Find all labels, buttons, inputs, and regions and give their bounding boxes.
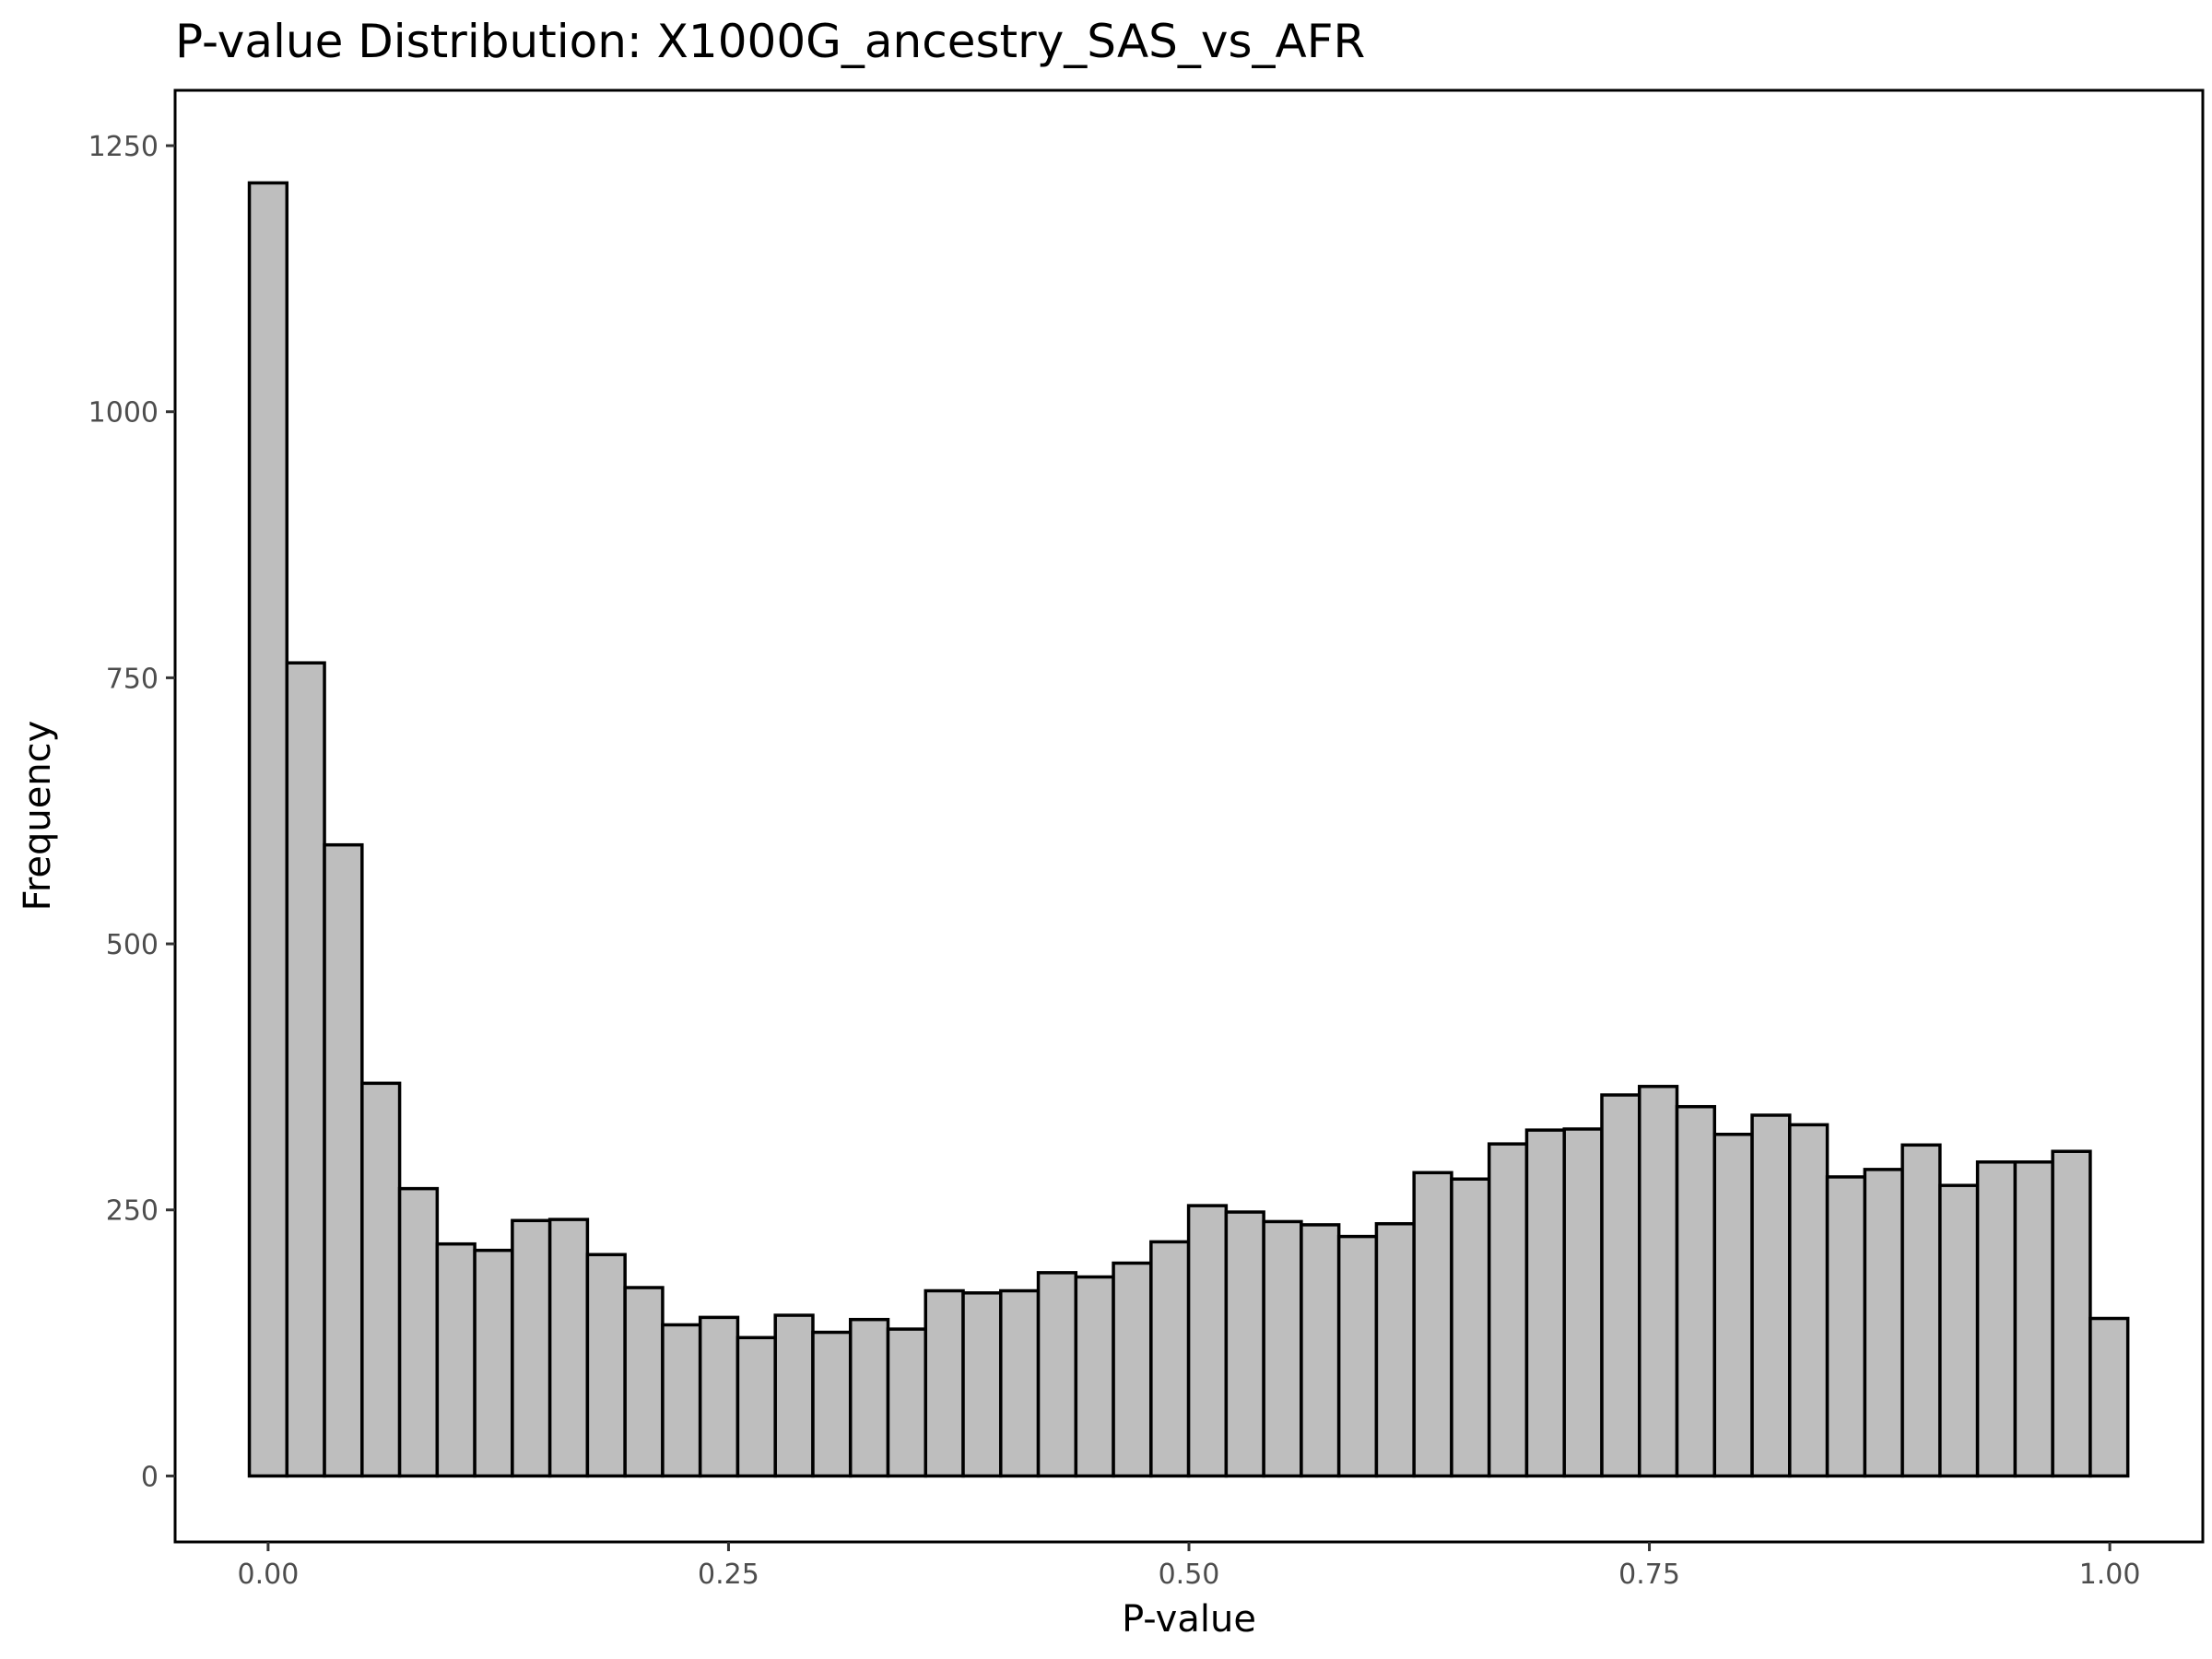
- x-tick-label: 0.00: [238, 1559, 300, 1591]
- histogram-bar: [623, 1286, 665, 1478]
- y-tick-label: 1250: [88, 131, 159, 163]
- histogram-bar: [1825, 1175, 1867, 1478]
- histogram-bar: [585, 1253, 627, 1478]
- histogram-bar: [1300, 1223, 1341, 1478]
- histogram-bar: [1487, 1142, 1529, 1478]
- histogram-bar: [1788, 1123, 1830, 1478]
- histogram-bar: [1712, 1133, 1754, 1478]
- histogram-bar: [1186, 1204, 1229, 1478]
- histogram-bar: [1600, 1093, 1641, 1478]
- y-axis: 0 250 500 750 1000 1250: [88, 90, 177, 1542]
- histogram-bar: [1638, 1085, 1679, 1478]
- histogram-bar: [698, 1315, 740, 1478]
- histogram-bar: [1750, 1113, 1792, 1478]
- histogram-bar: [1224, 1210, 1265, 1478]
- histogram-bar: [848, 1317, 890, 1478]
- histogram-bar: [1975, 1160, 2018, 1478]
- histogram-bar: [1036, 1271, 1078, 1478]
- y-tick-label: 250: [106, 1195, 159, 1228]
- histogram-bar: [2013, 1160, 2054, 1478]
- histogram-bar: [1863, 1168, 1904, 1478]
- histogram-bar: [247, 181, 289, 1478]
- histogram-bar: [397, 1186, 440, 1478]
- histogram-bar: [1262, 1219, 1303, 1478]
- x-axis: 0.00 0.25 0.50 0.75 1.00: [175, 1540, 2203, 1591]
- histogram-bar: [735, 1335, 777, 1478]
- histogram-bar: [886, 1327, 928, 1478]
- histogram-bar: [961, 1291, 1003, 1478]
- histogram-bar: [511, 1218, 552, 1478]
- histogram-bar: [1562, 1127, 1604, 1478]
- histogram-bar: [547, 1218, 590, 1478]
- histogram-bar: [924, 1288, 965, 1478]
- histogram-bar: [1074, 1275, 1115, 1478]
- histogram-bar: [323, 842, 364, 1478]
- chart-title: P-value Distribution: X1000G_ancestry_SA…: [175, 15, 1365, 68]
- histogram-bar: [1336, 1234, 1379, 1478]
- histogram-bar: [1450, 1177, 1491, 1478]
- histogram-bar: [1374, 1222, 1416, 1478]
- histogram-bar: [285, 661, 326, 1478]
- histogram-bar: [1112, 1261, 1153, 1478]
- histogram-bar: [1938, 1183, 1980, 1478]
- y-axis-title: Frequency: [17, 721, 59, 912]
- histogram-bar: [435, 1241, 477, 1478]
- histogram-bar: [1524, 1128, 1566, 1478]
- histogram-bar: [1675, 1104, 1717, 1478]
- x-axis-title: P-value: [1122, 1598, 1256, 1641]
- histogram-bar: [999, 1288, 1041, 1478]
- histogram-bar: [2088, 1316, 2130, 1478]
- histogram-bar: [473, 1248, 514, 1478]
- histogram-bar: [2051, 1149, 2092, 1478]
- x-tick-label: 0.25: [698, 1559, 759, 1591]
- y-tick-label: 500: [106, 929, 159, 961]
- histogram-bar: [1900, 1143, 1942, 1478]
- histogram-bar: [811, 1330, 853, 1478]
- y-tick-label: 1000: [88, 397, 159, 429]
- histogram-bar: [661, 1323, 702, 1478]
- histogram-bar: [1149, 1240, 1191, 1478]
- histogram-bar: [773, 1313, 815, 1478]
- histogram-bar: [1412, 1171, 1453, 1478]
- x-tick-label: 0.50: [1159, 1559, 1220, 1591]
- y-tick-label: 750: [106, 663, 159, 695]
- bars-group: [247, 181, 2130, 1478]
- x-tick-label: 0.75: [1618, 1559, 1680, 1591]
- x-tick-label: 1.00: [2079, 1559, 2141, 1591]
- histogram-bar: [360, 1081, 402, 1478]
- y-tick-label: 0: [141, 1461, 159, 1493]
